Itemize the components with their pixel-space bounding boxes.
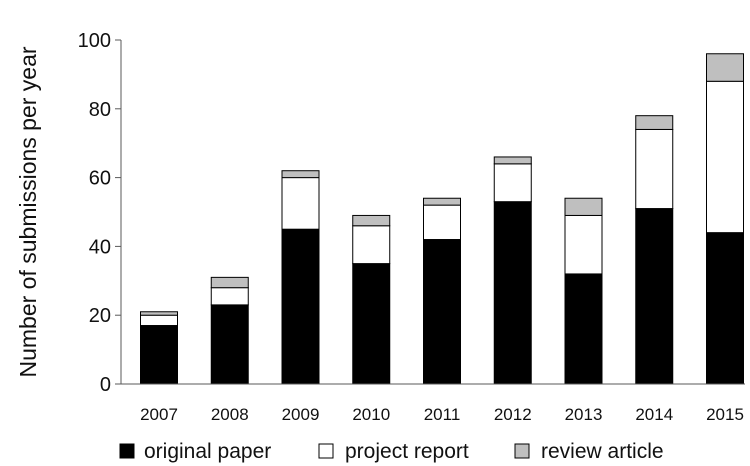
legend-label-original-paper: original paper <box>144 440 271 463</box>
legend-swatch-review-article <box>514 443 530 459</box>
bar-2007-original-paper <box>140 325 178 385</box>
bar-2012-original-paper <box>493 201 532 385</box>
bar-2013-review-article <box>564 197 603 216</box>
bar-2008-project-report <box>210 287 249 306</box>
y-tick-label: 40 <box>89 236 111 258</box>
bar-2010-project-report <box>352 225 391 265</box>
bar-2015-project-report <box>706 80 744 234</box>
bar-2011-review-article <box>423 197 461 206</box>
x-tick-label: 2015 <box>706 405 744 424</box>
legend-label-review-article: review article <box>541 440 664 463</box>
y-axis-title: Number of submissions per year <box>15 46 41 377</box>
bar-2010-review-article <box>352 214 391 227</box>
bars-layer <box>140 53 744 385</box>
bar-2008-review-article <box>210 276 249 289</box>
bar-2007-project-report <box>140 314 178 327</box>
x-tick-label: 2009 <box>282 405 320 424</box>
bar-2012-project-report <box>493 163 532 203</box>
x-tick-label: 2013 <box>565 405 603 424</box>
bar-2015-original-paper <box>706 232 744 385</box>
bar-2009-original-paper <box>281 228 320 385</box>
bar-2008-original-paper <box>210 304 249 385</box>
bar-2011-original-paper <box>423 239 461 385</box>
y-tick-label: 80 <box>89 99 111 121</box>
y-tick-label: 60 <box>89 168 111 190</box>
y-tick-label: 20 <box>89 305 111 327</box>
bar-2013-original-paper <box>564 273 603 385</box>
bar-2013-project-report <box>564 214 603 275</box>
bar-2015-review-article <box>706 53 744 82</box>
x-tick-label: 2010 <box>352 405 390 424</box>
legend-label-project-report: project report <box>345 440 469 463</box>
x-tick-label: 2008 <box>211 405 249 424</box>
bar-2007-review-article <box>140 311 178 316</box>
bar-2011-project-report <box>423 204 461 241</box>
bar-2010-original-paper <box>352 263 391 385</box>
bar-2009-project-report <box>281 177 320 230</box>
y-tick-label: 100 <box>78 30 111 52</box>
legend-swatch-original-paper <box>119 443 135 459</box>
bar-2014-project-report <box>635 128 674 210</box>
bar-2012-review-article <box>493 156 532 165</box>
legend: original paper project report review artic… <box>119 440 664 463</box>
bar-2009-review-article <box>281 170 320 179</box>
axis-layer: 2007 2008 2009 2010 2011 2012 2013 2014 2015 0 20 4… <box>78 30 745 424</box>
x-tick-label: 2007 <box>140 405 178 424</box>
x-tick-label: 2011 <box>424 405 461 424</box>
bar-2014-original-paper <box>635 208 674 385</box>
x-tick-label: 2012 <box>494 405 532 424</box>
legend-swatch-project-report <box>318 443 334 459</box>
x-tick-label: 2014 <box>635 405 673 424</box>
y-tick-label: 0 <box>100 374 111 396</box>
bar-2014-review-article <box>635 115 674 130</box>
